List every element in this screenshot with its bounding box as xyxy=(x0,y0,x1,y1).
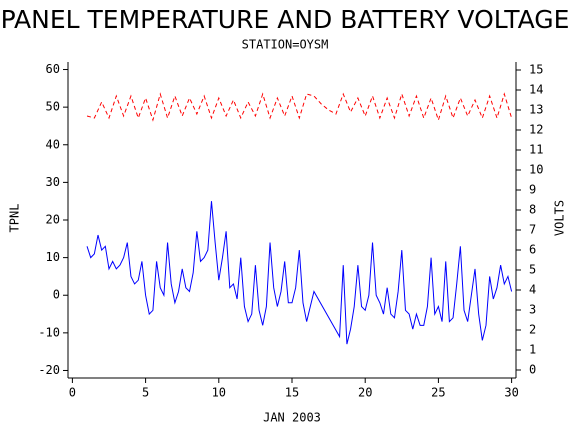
x-tick-label: 20 xyxy=(358,386,372,400)
y2-tick-label: 4 xyxy=(529,283,536,297)
y2-tick-label: 7 xyxy=(529,223,536,237)
x-tick-label: 0 xyxy=(69,386,76,400)
y-axis-label: TPNL xyxy=(8,204,22,233)
x-tick-label: 15 xyxy=(285,386,299,400)
y-tick-label: -10 xyxy=(38,325,60,339)
y2-tick-label: 0 xyxy=(529,363,536,377)
y2-tick-label: 12 xyxy=(529,123,543,137)
y2-axis-label: VOLTS xyxy=(553,200,567,236)
y2-tick-label: 9 xyxy=(529,183,536,197)
y-tick-label: 20 xyxy=(46,213,60,227)
y2-tick-label: 1 xyxy=(529,343,536,357)
y2-tick-label: 6 xyxy=(529,243,536,257)
y2-tick-label: 5 xyxy=(529,263,536,277)
y2-tick-label: 2 xyxy=(529,323,536,337)
y2-tick-label: 14 xyxy=(529,83,543,97)
y2-tick-label: 10 xyxy=(529,163,543,177)
y-tick-label: 60 xyxy=(46,62,60,76)
x-axis-label: JAN 2003 xyxy=(263,411,321,425)
chart-subtitle: STATION=OYSM xyxy=(242,38,329,52)
y2-tick-label: 15 xyxy=(529,63,543,77)
y2-tick-label: 13 xyxy=(529,103,543,117)
y-tick-label: 0 xyxy=(53,288,60,302)
x-tick-label: 25 xyxy=(431,386,445,400)
y-tick-label: 40 xyxy=(46,137,60,151)
series-line xyxy=(86,201,513,345)
y2-tick-label: 8 xyxy=(529,203,536,217)
y2-tick-label: 3 xyxy=(529,303,536,317)
chart-title: PANEL TEMPERATURE AND BATTERY VOLTAGE xyxy=(1,5,570,34)
y-tick-label: 30 xyxy=(46,175,60,189)
y2-tick-label: 11 xyxy=(529,143,543,157)
x-tick-label: 30 xyxy=(504,386,518,400)
series-line xyxy=(86,92,513,122)
x-tick-label: 10 xyxy=(212,386,226,400)
y-tick-label: 50 xyxy=(46,100,60,114)
x-tick-label: 5 xyxy=(142,386,149,400)
y-tick-label: 10 xyxy=(46,250,60,264)
y-tick-label: -20 xyxy=(38,363,60,377)
